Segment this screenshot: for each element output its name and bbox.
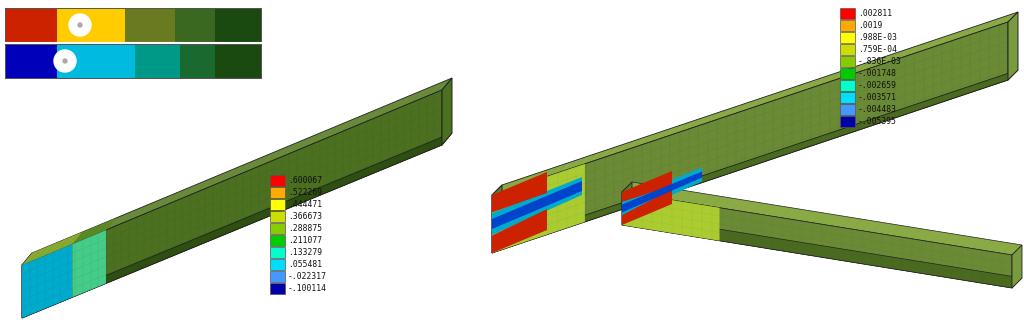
Polygon shape	[1012, 245, 1022, 288]
Polygon shape	[22, 232, 82, 265]
Polygon shape	[22, 253, 32, 318]
Bar	[270, 259, 285, 270]
Bar	[840, 8, 855, 19]
Polygon shape	[22, 253, 32, 284]
Polygon shape	[492, 172, 547, 212]
Text: -.002659: -.002659	[858, 81, 897, 90]
Bar	[270, 187, 285, 198]
Polygon shape	[73, 218, 116, 244]
Polygon shape	[492, 70, 1018, 253]
Text: .366673: .366673	[288, 212, 323, 221]
Polygon shape	[442, 78, 452, 145]
Bar	[270, 271, 285, 282]
Bar	[840, 104, 855, 115]
Polygon shape	[622, 192, 720, 241]
Polygon shape	[1008, 12, 1018, 80]
Text: .288875: .288875	[288, 224, 323, 233]
Polygon shape	[73, 230, 106, 297]
Bar	[270, 199, 285, 210]
Polygon shape	[5, 8, 57, 42]
Circle shape	[78, 23, 82, 27]
Polygon shape	[492, 12, 1018, 195]
Text: .444471: .444471	[288, 200, 323, 209]
Text: -.004483: -.004483	[858, 105, 897, 114]
Polygon shape	[57, 8, 125, 42]
Polygon shape	[622, 182, 1022, 255]
Bar	[270, 235, 285, 246]
Text: -.022317: -.022317	[288, 272, 327, 281]
Polygon shape	[492, 177, 582, 235]
Polygon shape	[492, 181, 582, 229]
Polygon shape	[492, 22, 1008, 253]
Bar	[270, 211, 285, 222]
Polygon shape	[22, 90, 442, 318]
Bar	[270, 247, 285, 258]
Text: -.005395: -.005395	[858, 117, 897, 126]
Polygon shape	[5, 8, 261, 42]
Polygon shape	[622, 189, 672, 225]
Polygon shape	[215, 44, 261, 78]
Text: -.003571: -.003571	[858, 93, 897, 102]
Circle shape	[63, 59, 67, 63]
Polygon shape	[22, 244, 73, 318]
Polygon shape	[135, 44, 180, 78]
Polygon shape	[5, 44, 261, 78]
Text: .0019: .0019	[858, 21, 883, 30]
Text: .522269: .522269	[288, 188, 323, 197]
Polygon shape	[622, 192, 1012, 288]
Polygon shape	[22, 78, 452, 265]
Polygon shape	[180, 44, 215, 78]
Polygon shape	[622, 182, 632, 225]
Text: .759E-04: .759E-04	[858, 45, 897, 54]
Text: .133279: .133279	[288, 248, 323, 257]
Bar	[270, 223, 285, 234]
Polygon shape	[215, 8, 261, 42]
Bar	[840, 80, 855, 91]
Polygon shape	[22, 133, 452, 318]
Polygon shape	[622, 215, 1022, 288]
Bar	[840, 92, 855, 103]
Circle shape	[54, 50, 76, 72]
Bar	[840, 20, 855, 31]
Text: -.100114: -.100114	[288, 284, 327, 293]
Bar	[270, 175, 285, 186]
Bar	[270, 283, 285, 294]
Polygon shape	[492, 209, 547, 253]
Polygon shape	[125, 8, 175, 42]
Polygon shape	[5, 44, 57, 78]
Polygon shape	[57, 44, 135, 78]
Text: .600067: .600067	[288, 176, 323, 185]
Bar	[840, 32, 855, 43]
Polygon shape	[492, 185, 502, 253]
Text: -.001748: -.001748	[858, 69, 897, 78]
Text: .002811: .002811	[858, 9, 892, 18]
Polygon shape	[175, 8, 215, 42]
Polygon shape	[22, 285, 32, 310]
Bar	[840, 56, 855, 67]
Circle shape	[69, 14, 91, 36]
Bar	[840, 116, 855, 127]
Polygon shape	[622, 171, 702, 212]
Text: .055481: .055481	[288, 260, 323, 269]
Text: .211077: .211077	[288, 236, 323, 245]
Text: -.836E-03: -.836E-03	[858, 57, 902, 66]
Polygon shape	[622, 167, 702, 217]
Polygon shape	[492, 164, 585, 253]
Polygon shape	[622, 171, 672, 202]
Bar	[840, 68, 855, 79]
Bar	[840, 44, 855, 55]
Text: .988E-03: .988E-03	[858, 33, 897, 42]
